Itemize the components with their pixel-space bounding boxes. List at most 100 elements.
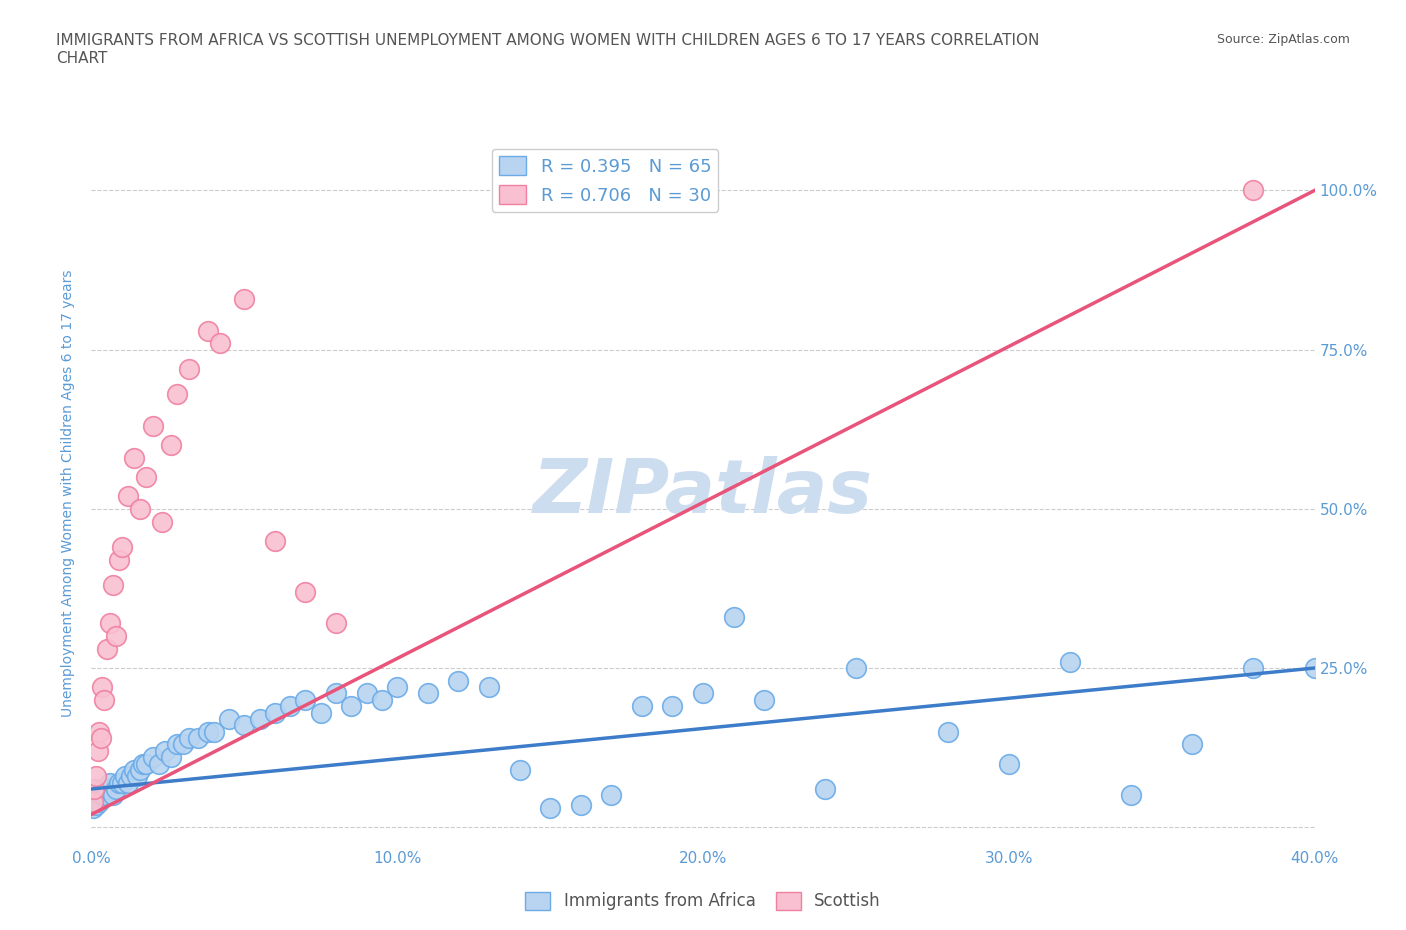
Point bbox=[538, 801, 561, 816]
Point bbox=[108, 776, 131, 790]
Point bbox=[129, 763, 152, 777]
Point bbox=[141, 750, 163, 764]
Point bbox=[91, 781, 114, 796]
Point bbox=[104, 629, 127, 644]
Point bbox=[1243, 660, 1265, 675]
Point bbox=[104, 781, 127, 796]
Point bbox=[631, 698, 654, 713]
Point bbox=[96, 642, 118, 657]
Point bbox=[356, 686, 378, 701]
Point bbox=[197, 323, 219, 338]
Point bbox=[160, 438, 183, 453]
Point bbox=[90, 731, 112, 746]
Point bbox=[1303, 660, 1326, 675]
Point bbox=[84, 769, 107, 784]
Point bbox=[1059, 654, 1081, 669]
Point bbox=[101, 788, 124, 803]
Point bbox=[294, 693, 316, 708]
Point bbox=[141, 418, 163, 433]
Point bbox=[845, 660, 868, 675]
Point bbox=[96, 781, 118, 796]
Point bbox=[135, 470, 157, 485]
Point bbox=[187, 731, 209, 746]
Point bbox=[218, 711, 240, 726]
Point bbox=[478, 680, 501, 695]
Text: IMMIGRANTS FROM AFRICA VS SCOTTISH UNEMPLOYMENT AMONG WOMEN WITH CHILDREN AGES 6: IMMIGRANTS FROM AFRICA VS SCOTTISH UNEMP… bbox=[56, 33, 1039, 47]
Point bbox=[129, 501, 152, 516]
Point bbox=[233, 718, 256, 733]
Point bbox=[754, 693, 776, 708]
Point bbox=[122, 763, 145, 777]
Point bbox=[114, 769, 136, 784]
Point bbox=[179, 361, 201, 376]
Point bbox=[325, 686, 347, 701]
Point bbox=[132, 756, 155, 771]
Point bbox=[385, 680, 409, 695]
Legend: R = 0.395   N = 65, R = 0.706   N = 30: R = 0.395 N = 65, R = 0.706 N = 30 bbox=[492, 149, 718, 212]
Point bbox=[150, 514, 173, 529]
Point bbox=[166, 737, 188, 751]
Point bbox=[98, 616, 121, 631]
Point bbox=[998, 756, 1021, 771]
Point bbox=[723, 610, 745, 625]
Point bbox=[661, 698, 683, 713]
Point bbox=[82, 801, 104, 816]
Point bbox=[202, 724, 225, 739]
Point bbox=[179, 731, 201, 746]
Point bbox=[172, 737, 194, 751]
Point bbox=[278, 698, 301, 713]
Point bbox=[117, 488, 139, 503]
Point bbox=[1243, 183, 1265, 198]
Point bbox=[309, 705, 332, 720]
Point bbox=[340, 698, 363, 713]
Point bbox=[83, 781, 105, 796]
Point bbox=[208, 336, 231, 351]
Point bbox=[91, 680, 114, 695]
Point bbox=[111, 539, 134, 554]
Point bbox=[87, 724, 110, 739]
Point bbox=[1181, 737, 1204, 751]
Point bbox=[82, 794, 104, 809]
Point bbox=[264, 533, 287, 548]
Point bbox=[197, 724, 219, 739]
Point bbox=[111, 776, 134, 790]
Point bbox=[447, 673, 470, 688]
Point bbox=[233, 291, 256, 306]
Point bbox=[166, 387, 188, 402]
Point bbox=[86, 788, 108, 803]
Point bbox=[1121, 788, 1143, 803]
Point bbox=[93, 788, 115, 803]
Point bbox=[86, 743, 108, 758]
Point bbox=[936, 724, 959, 739]
Point bbox=[84, 797, 107, 812]
Text: ZIPatlas: ZIPatlas bbox=[533, 457, 873, 529]
Point bbox=[509, 763, 531, 777]
Point bbox=[153, 743, 176, 758]
Point bbox=[569, 797, 592, 812]
Point bbox=[120, 769, 142, 784]
Point bbox=[101, 578, 124, 592]
Text: CHART: CHART bbox=[56, 51, 108, 66]
Y-axis label: Unemployment Among Women with Children Ages 6 to 17 years: Unemployment Among Women with Children A… bbox=[62, 269, 76, 717]
Point bbox=[122, 450, 145, 465]
Point bbox=[416, 686, 439, 701]
Point bbox=[98, 776, 121, 790]
Point bbox=[371, 693, 394, 708]
Point bbox=[294, 584, 316, 599]
Text: Source: ZipAtlas.com: Source: ZipAtlas.com bbox=[1216, 33, 1350, 46]
Point bbox=[148, 756, 170, 771]
Point bbox=[325, 616, 347, 631]
Point bbox=[117, 776, 139, 790]
Point bbox=[814, 781, 837, 796]
Point bbox=[249, 711, 271, 726]
Point bbox=[87, 794, 110, 809]
Point bbox=[127, 769, 149, 784]
Legend: Immigrants from Africa, Scottish: Immigrants from Africa, Scottish bbox=[519, 885, 887, 917]
Point bbox=[692, 686, 714, 701]
Point bbox=[93, 693, 115, 708]
Point bbox=[264, 705, 287, 720]
Point bbox=[135, 756, 157, 771]
Point bbox=[90, 788, 112, 803]
Point bbox=[600, 788, 623, 803]
Point bbox=[160, 750, 183, 764]
